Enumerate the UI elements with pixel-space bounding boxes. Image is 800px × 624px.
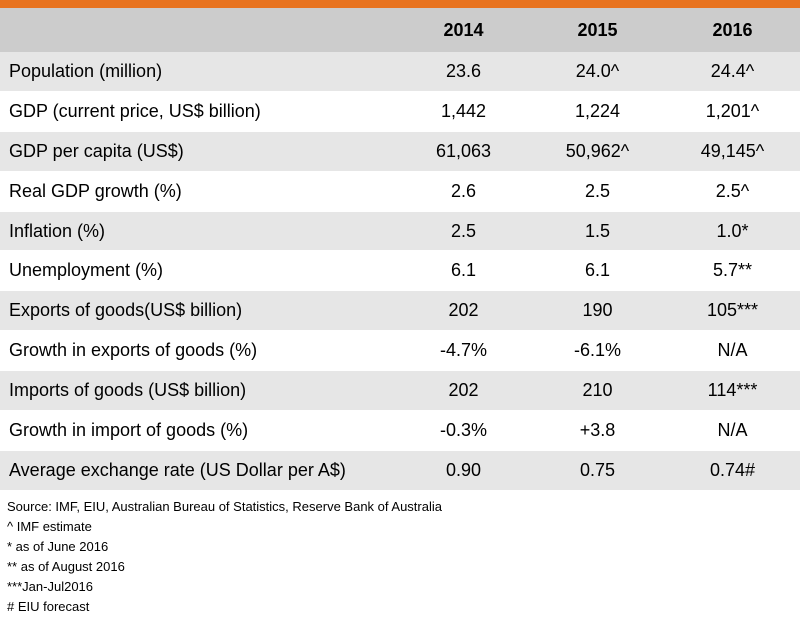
cell-2015: 190 [530, 290, 665, 332]
cell-2016: 2.5^ [665, 171, 800, 212]
cell-2016: 105*** [665, 290, 800, 332]
cell-2014: 202 [397, 290, 530, 332]
row-label: GDP per capita (US$) [0, 131, 397, 172]
cell-2014: 0.90 [397, 450, 530, 491]
table-row: GDP (current price, US$ billion) 1,442 1… [0, 91, 800, 132]
table-row: Imports of goods (US$ billion) 202 210 1… [0, 370, 800, 412]
table-row: GDP per capita (US$) 61,063 50,962^ 49,1… [0, 131, 800, 172]
row-label: Growth in import of goods (%) [0, 410, 397, 451]
footnotes: Source: IMF, EIU, Australian Bureau of S… [0, 491, 800, 617]
cell-2014: 2.5 [397, 211, 530, 252]
table-row: Inflation (%) 2.5 1.5 1.0* [0, 211, 800, 252]
row-label: Growth in exports of goods (%) [0, 330, 397, 372]
table-header-row: 2014 2015 2016 [0, 8, 800, 52]
footnote-item: * as of June 2016 [7, 538, 109, 554]
header-cell-2014: 2014 [397, 8, 530, 52]
cell-2015: 1,224 [530, 91, 665, 132]
table-row: Growth in exports of goods (%) -4.7% -6.… [0, 330, 800, 372]
cell-2014: -0.3% [397, 410, 530, 451]
cell-2015: 50,962^ [530, 131, 665, 172]
table-row: Unemployment (%) 6.1 6.1 5.7** [0, 250, 800, 292]
cell-2015: -6.1% [530, 330, 665, 372]
row-label: GDP (current price, US$ billion) [0, 91, 397, 132]
footnote-item: ^ IMF estimate [7, 518, 92, 534]
row-label: Average exchange rate (US Dollar per A$) [0, 450, 397, 491]
cell-2014: 2.6 [397, 171, 530, 212]
header-cell-label [0, 8, 397, 52]
cell-2015: 210 [530, 370, 665, 412]
top-accent-bar [0, 0, 800, 8]
cell-2014: -4.7% [397, 330, 530, 372]
cell-2014: 202 [397, 370, 530, 412]
footnote-item: # EIU forecast [7, 598, 90, 614]
footnote-item: ***Jan-Jul2016 [7, 578, 94, 594]
economic-indicators-table: 2014 2015 2016 Population (million) 23.6… [0, 8, 800, 491]
cell-2015: 0.75 [530, 450, 665, 491]
cell-2015: 24.0^ [530, 52, 665, 92]
row-label: Real GDP growth (%) [0, 171, 397, 212]
cell-2016: 0.74# [665, 450, 800, 491]
cell-2016: N/A [665, 410, 800, 451]
cell-2016: 5.7** [665, 250, 800, 292]
cell-2014: 61,063 [397, 131, 530, 172]
source-note: Source: IMF, EIU, Australian Bureau of S… [7, 498, 442, 514]
cell-2016: N/A [665, 330, 800, 372]
row-label: Exports of goods(US$ billion) [0, 290, 397, 332]
cell-2015: 1.5 [530, 211, 665, 252]
header-cell-2016: 2016 [665, 8, 800, 52]
table-row: Real GDP growth (%) 2.6 2.5 2.5^ [0, 171, 800, 212]
row-label: Unemployment (%) [0, 250, 397, 292]
table-row: Average exchange rate (US Dollar per A$)… [0, 450, 800, 491]
cell-2015: 6.1 [530, 250, 665, 292]
cell-2014: 6.1 [397, 250, 530, 292]
cell-2016: 49,145^ [665, 131, 800, 172]
table-row: Exports of goods(US$ billion) 202 190 10… [0, 290, 800, 332]
header-cell-2015: 2015 [530, 8, 665, 52]
cell-2014: 23.6 [397, 52, 530, 92]
cell-2016: 114*** [665, 370, 800, 412]
row-label: Population (million) [0, 52, 397, 92]
row-label: Inflation (%) [0, 211, 397, 252]
cell-2016: 1.0* [665, 211, 800, 252]
table-row: Population (million) 23.6 24.0^ 24.4^ [0, 52, 800, 92]
cell-2015: +3.8 [530, 410, 665, 451]
footnote-item: ** as of August 2016 [7, 558, 125, 574]
row-label: Imports of goods (US$ billion) [0, 370, 397, 412]
cell-2014: 1,442 [397, 91, 530, 132]
cell-2015: 2.5 [530, 171, 665, 212]
table-row: Growth in import of goods (%) -0.3% +3.8… [0, 410, 800, 451]
cell-2016: 24.4^ [665, 52, 800, 92]
cell-2016: 1,201^ [665, 91, 800, 132]
